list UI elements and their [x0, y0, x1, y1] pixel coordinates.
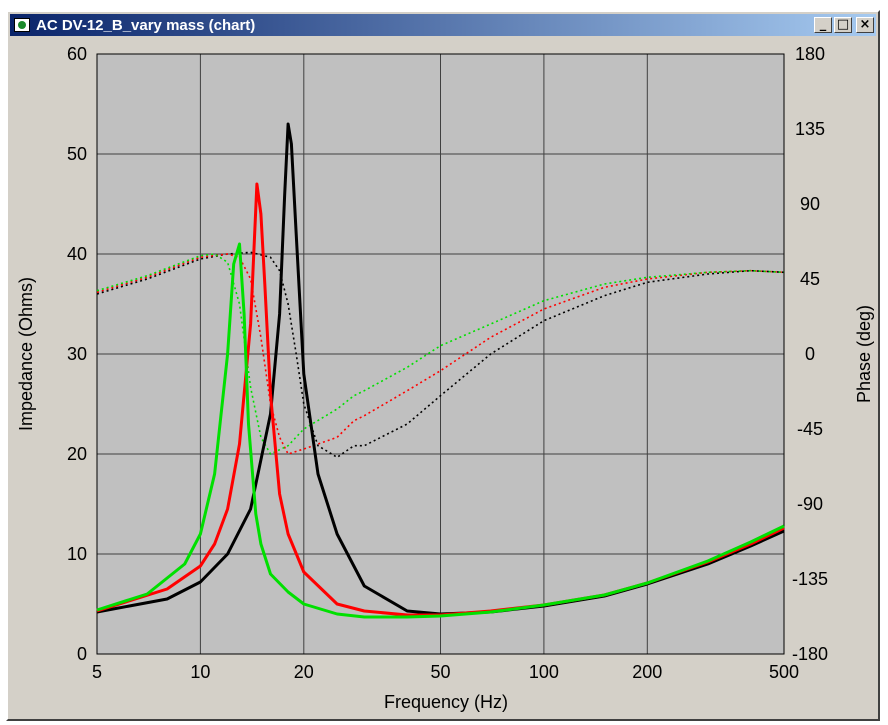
- series-group: [96, 122, 785, 619]
- close-button[interactable]: ×: [856, 17, 874, 33]
- maximize-button[interactable]: □: [834, 17, 852, 33]
- tick-labels: 5 10 20 50 100 200 500 0 10 20 30 40 50 60 -180 -135 -90…: [67, 44, 828, 682]
- impedance-phase-chart: 5 10 20 50 100 200 500 0 10 20 30 40 50 60 -180 -135 -90…: [16, 44, 874, 712]
- x-tick-label: 500: [769, 662, 799, 682]
- y-tick-label: 40: [67, 244, 87, 264]
- x-tick-label: 10: [190, 662, 210, 682]
- grid-lines: [96, 53, 785, 655]
- y2-axis-label: Phase (deg): [854, 305, 874, 403]
- y-tick-label: 20: [67, 444, 87, 464]
- x-tick-label: 50: [430, 662, 450, 682]
- window-title: AC DV-12_B_vary mass (chart): [36, 16, 256, 34]
- x-axis-label: Frequency (Hz): [384, 692, 508, 712]
- y2-tick-label: 45: [800, 269, 820, 289]
- y-tick-label: 10: [67, 544, 87, 564]
- y-axis-label: Impedance (Ohms): [16, 277, 36, 431]
- plot-area: 5 10 20 50 100 200 500 0 10 20 30 40 50 60 -180 -135 -90…: [8, 38, 878, 725]
- y-tick-label: 30: [67, 344, 87, 364]
- x-tick-label: 20: [294, 662, 314, 682]
- chart-window: AC DV-12_B_vary mass (chart) _ □ × 5 10 20…: [6, 10, 880, 721]
- title-bar[interactable]: AC DV-12_B_vary mass (chart) _ □ ×: [10, 14, 876, 36]
- x-tick-label: 200: [632, 662, 662, 682]
- x-tick-label: 100: [529, 662, 559, 682]
- plot-frame: [96, 53, 785, 655]
- series-line-green-impedance: [96, 242, 785, 619]
- y2-tick-label: -135: [792, 569, 828, 589]
- y2-tick-label: 90: [800, 194, 820, 214]
- y2-tick-label: -180: [792, 644, 828, 664]
- y2-tick-label: -90: [797, 494, 823, 514]
- y-tick-label: 60: [67, 44, 87, 64]
- y-tick-label: 50: [67, 144, 87, 164]
- y2-tick-label: -45: [797, 419, 823, 439]
- x-tick-label: 5: [92, 662, 102, 682]
- y2-tick-label: 0: [805, 344, 815, 364]
- y2-tick-label: 180: [795, 44, 825, 64]
- y2-tick-label: 135: [795, 119, 825, 139]
- minimize-button[interactable]: _: [814, 17, 832, 33]
- y-tick-label: 0: [77, 644, 87, 664]
- chart-window-icon[interactable]: [14, 18, 30, 32]
